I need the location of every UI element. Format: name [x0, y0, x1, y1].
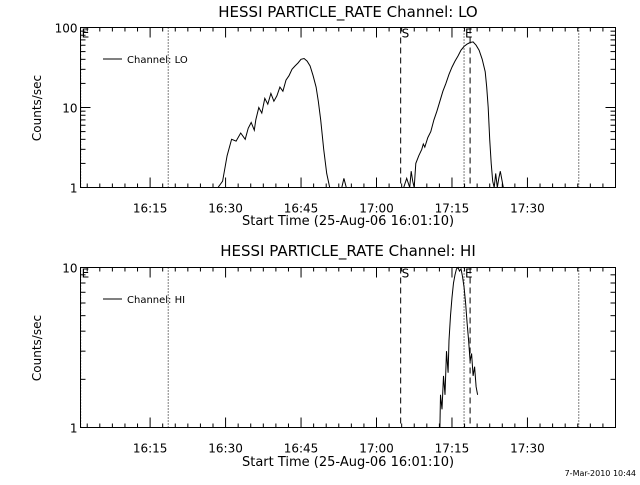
- panel-hi: HESSI PARTICLE_RATE Channel: HI Counts/s…: [30, 242, 616, 470]
- panel-lo-legend-label: Channel: LO: [127, 55, 188, 66]
- panel-hi-ytick-label: 10: [62, 262, 77, 276]
- panel-lo-series-line: [403, 41, 504, 188]
- panel-lo-xtick-label: 16:15: [133, 202, 168, 216]
- panel-lo-ylabel: Counts/sec: [30, 75, 44, 141]
- panel-hi-xtick-label: 17:00: [359, 442, 394, 456]
- panel-lo-xlabel: Start Time (25-Aug-06 16:01:10): [242, 214, 454, 229]
- panel-lo-ytick-label: 1: [70, 182, 78, 196]
- panel-lo-xtick-label: 17:15: [435, 202, 470, 216]
- panel-hi-legend: Channel: HI: [103, 295, 185, 306]
- panel-lo-xtick-label: 17:00: [359, 202, 394, 216]
- panel-lo: HESSI PARTICLE_RATE Channel: LO Counts/s…: [30, 3, 616, 229]
- panel-hi-frame: [80, 267, 616, 428]
- panel-lo-ytick-label: 10: [62, 102, 77, 116]
- panel-lo-frame: [80, 27, 616, 188]
- panel-lo-xtick-label: 16:30: [208, 202, 243, 216]
- panel-hi-legend-label: Channel: HI: [127, 295, 185, 306]
- panel-hi-marker-label: S: [402, 267, 410, 281]
- panel-hi-xtick-label: 17:15: [435, 442, 470, 456]
- panel-hi-marker-label: E: [82, 267, 90, 281]
- panel-hi-ytick-label: 1: [70, 422, 78, 436]
- panel-lo-xtick-label: 16:45: [284, 202, 319, 216]
- panel-hi-marker-label: E: [465, 267, 473, 281]
- panel-hi-ylabel: Counts/sec: [30, 315, 44, 381]
- panel-hi-xtick-label: 16:30: [208, 442, 243, 456]
- panel-hi-xtick-label: 17:30: [510, 442, 545, 456]
- panel-lo-legend: Channel: LO: [103, 55, 188, 66]
- panel-hi-xlabel: Start Time (25-Aug-06 16:01:10): [242, 455, 454, 470]
- panel-lo-marker-label: E: [82, 27, 90, 41]
- panel-hi-title: HESSI PARTICLE_RATE Channel: HI: [220, 242, 476, 261]
- panel-hi-xtick-label: 16:45: [284, 442, 319, 456]
- panel-lo-title: HESSI PARTICLE_RATE Channel: LO: [218, 3, 477, 22]
- panel-lo-xtick-label: 17:30: [510, 202, 545, 216]
- footer-timestamp: 7-Mar-2010 10:44: [565, 469, 636, 478]
- panel-lo-ytick-label: 100: [55, 22, 78, 36]
- panel-lo-marker-label: S: [402, 27, 410, 41]
- panel-hi-xtick-label: 16:15: [133, 442, 168, 456]
- panel-lo-marker-label: E: [465, 27, 473, 41]
